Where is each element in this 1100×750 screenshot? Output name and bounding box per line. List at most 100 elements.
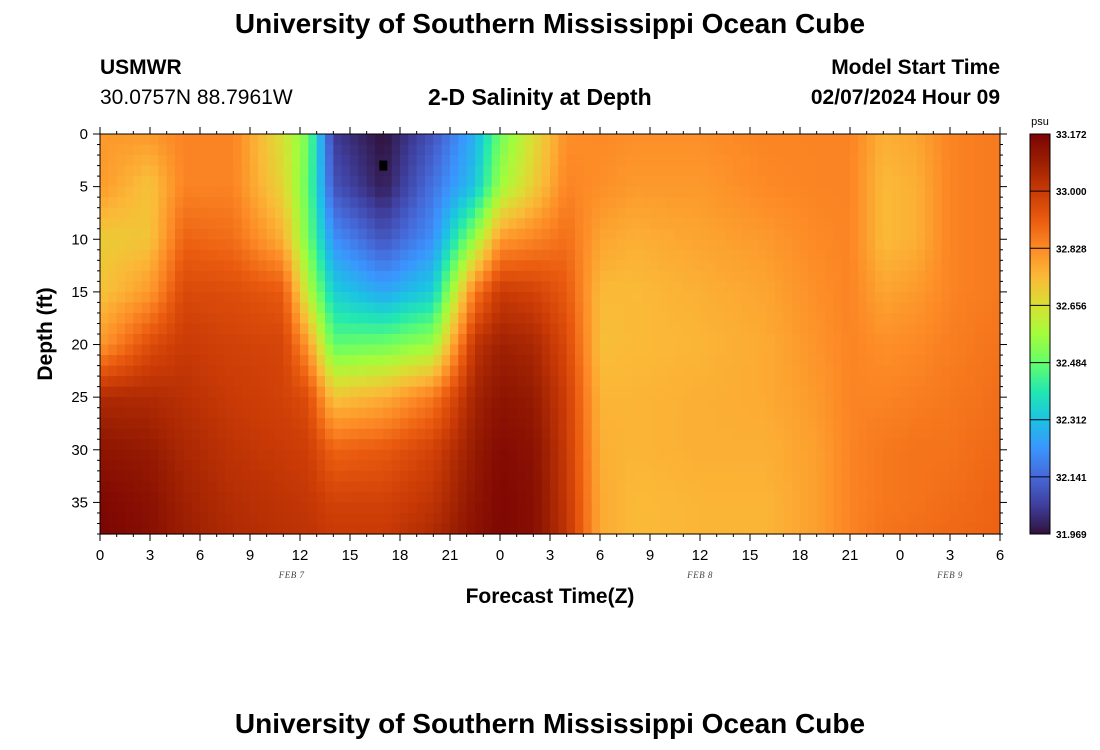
heatmap-cell [600, 186, 609, 198]
heatmap-cell [100, 449, 109, 461]
heatmap-cell [725, 239, 734, 251]
heatmap-cell [308, 334, 318, 346]
heatmap-cell [458, 376, 468, 388]
heatmap-cell [241, 134, 251, 146]
heatmap-cell [291, 302, 301, 314]
heatmap-cell [283, 334, 293, 346]
heatmap-cell [958, 165, 968, 177]
heatmap-cell [775, 302, 784, 314]
heatmap-cell [183, 449, 193, 461]
heatmap-cell [466, 523, 476, 535]
heatmap-cell [916, 165, 926, 177]
heatmap-cell [308, 512, 318, 525]
heatmap-cell [558, 491, 568, 504]
heatmap-cell [833, 323, 843, 335]
heatmap-cell [691, 176, 701, 188]
heatmap-cell [350, 323, 359, 335]
heatmap-cell [875, 239, 884, 251]
heatmap-cell [375, 312, 384, 325]
heatmap-cell [558, 134, 568, 146]
heatmap-cell [158, 407, 168, 419]
heatmap-cell [433, 207, 443, 219]
heatmap-cell [525, 155, 534, 167]
heatmap-cell [975, 270, 984, 282]
heatmap-cell [825, 376, 834, 388]
heatmap-cell [666, 207, 676, 219]
heatmap-cell [258, 470, 268, 482]
heatmap-cell [633, 312, 643, 325]
heatmap-cell [491, 386, 501, 398]
heatmap-cell [300, 449, 309, 461]
heatmap-cell [333, 291, 343, 304]
heatmap-cell [583, 281, 593, 293]
heatmap-cell [216, 502, 226, 514]
heatmap-cell [675, 155, 684, 167]
heatmap-cell [850, 228, 859, 240]
heatmap-cell [391, 155, 401, 167]
heatmap-cell [866, 428, 876, 440]
heatmap-cell [491, 407, 501, 419]
heatmap-cell [108, 470, 118, 482]
heatmap-cell [433, 312, 443, 325]
heatmap-cell [483, 449, 493, 461]
heatmap-cell [191, 186, 201, 198]
heatmap-cell [191, 144, 201, 156]
heatmap-cell [750, 197, 759, 209]
heatmap-cell [116, 323, 126, 335]
heatmap-cell [941, 260, 951, 272]
heatmap-cell [483, 355, 493, 367]
heatmap-cell [166, 481, 176, 493]
heatmap-cell [825, 449, 834, 461]
heatmap-cell [650, 407, 659, 419]
heatmap-cell [408, 134, 418, 146]
heatmap-cell [533, 176, 543, 188]
heatmap-cell [375, 344, 384, 356]
heatmap-cell [983, 407, 993, 419]
heatmap-cell [533, 491, 543, 504]
heatmap-cell [433, 523, 443, 535]
heatmap-cell [858, 176, 868, 188]
heatmap-cell [683, 144, 693, 156]
heatmap-cell [975, 144, 984, 156]
heatmap-cell [300, 312, 309, 325]
heatmap-cell [200, 512, 209, 525]
heatmap-cell [300, 144, 309, 156]
heatmap-cell [750, 218, 759, 230]
heatmap-cell [233, 460, 243, 472]
heatmap-cell [191, 502, 201, 514]
heatmap-cell [233, 155, 243, 167]
heatmap-cell [966, 512, 976, 525]
heatmap-cell [791, 523, 801, 535]
heatmap-cell [850, 407, 859, 419]
heatmap-cell [983, 470, 993, 482]
heatmap-cell [566, 186, 576, 198]
heatmap-cell [683, 239, 693, 251]
heatmap-cell [441, 491, 451, 504]
heatmap-cell [866, 155, 876, 167]
heatmap-cell [358, 302, 368, 314]
heatmap-cell [783, 512, 793, 525]
heatmap-cell [316, 176, 326, 188]
heatmap-cell [350, 386, 359, 398]
colorbar-tick-label: 32.484 [1056, 359, 1087, 370]
heatmap-cell [225, 197, 234, 209]
heatmap-cell [900, 176, 909, 188]
heatmap-cell [108, 491, 118, 504]
heatmap-cell [633, 460, 643, 472]
heatmap-cell [283, 207, 293, 219]
heatmap-cell [950, 270, 959, 282]
heatmap-cell [450, 344, 459, 356]
heatmap-cell [883, 512, 893, 525]
heatmap-cell [491, 439, 501, 451]
heatmap-cell [375, 249, 384, 261]
heatmap-cell [291, 428, 301, 440]
heatmap-cell [983, 302, 993, 314]
heatmap-cell [550, 470, 559, 482]
heatmap-cell [200, 355, 209, 367]
heatmap-cell [100, 397, 109, 409]
heatmap-cell [491, 523, 501, 535]
heatmap-cell [525, 291, 534, 304]
heatmap-cell [758, 449, 768, 461]
heatmap-cell [583, 323, 593, 335]
heatmap-cell [908, 491, 918, 504]
